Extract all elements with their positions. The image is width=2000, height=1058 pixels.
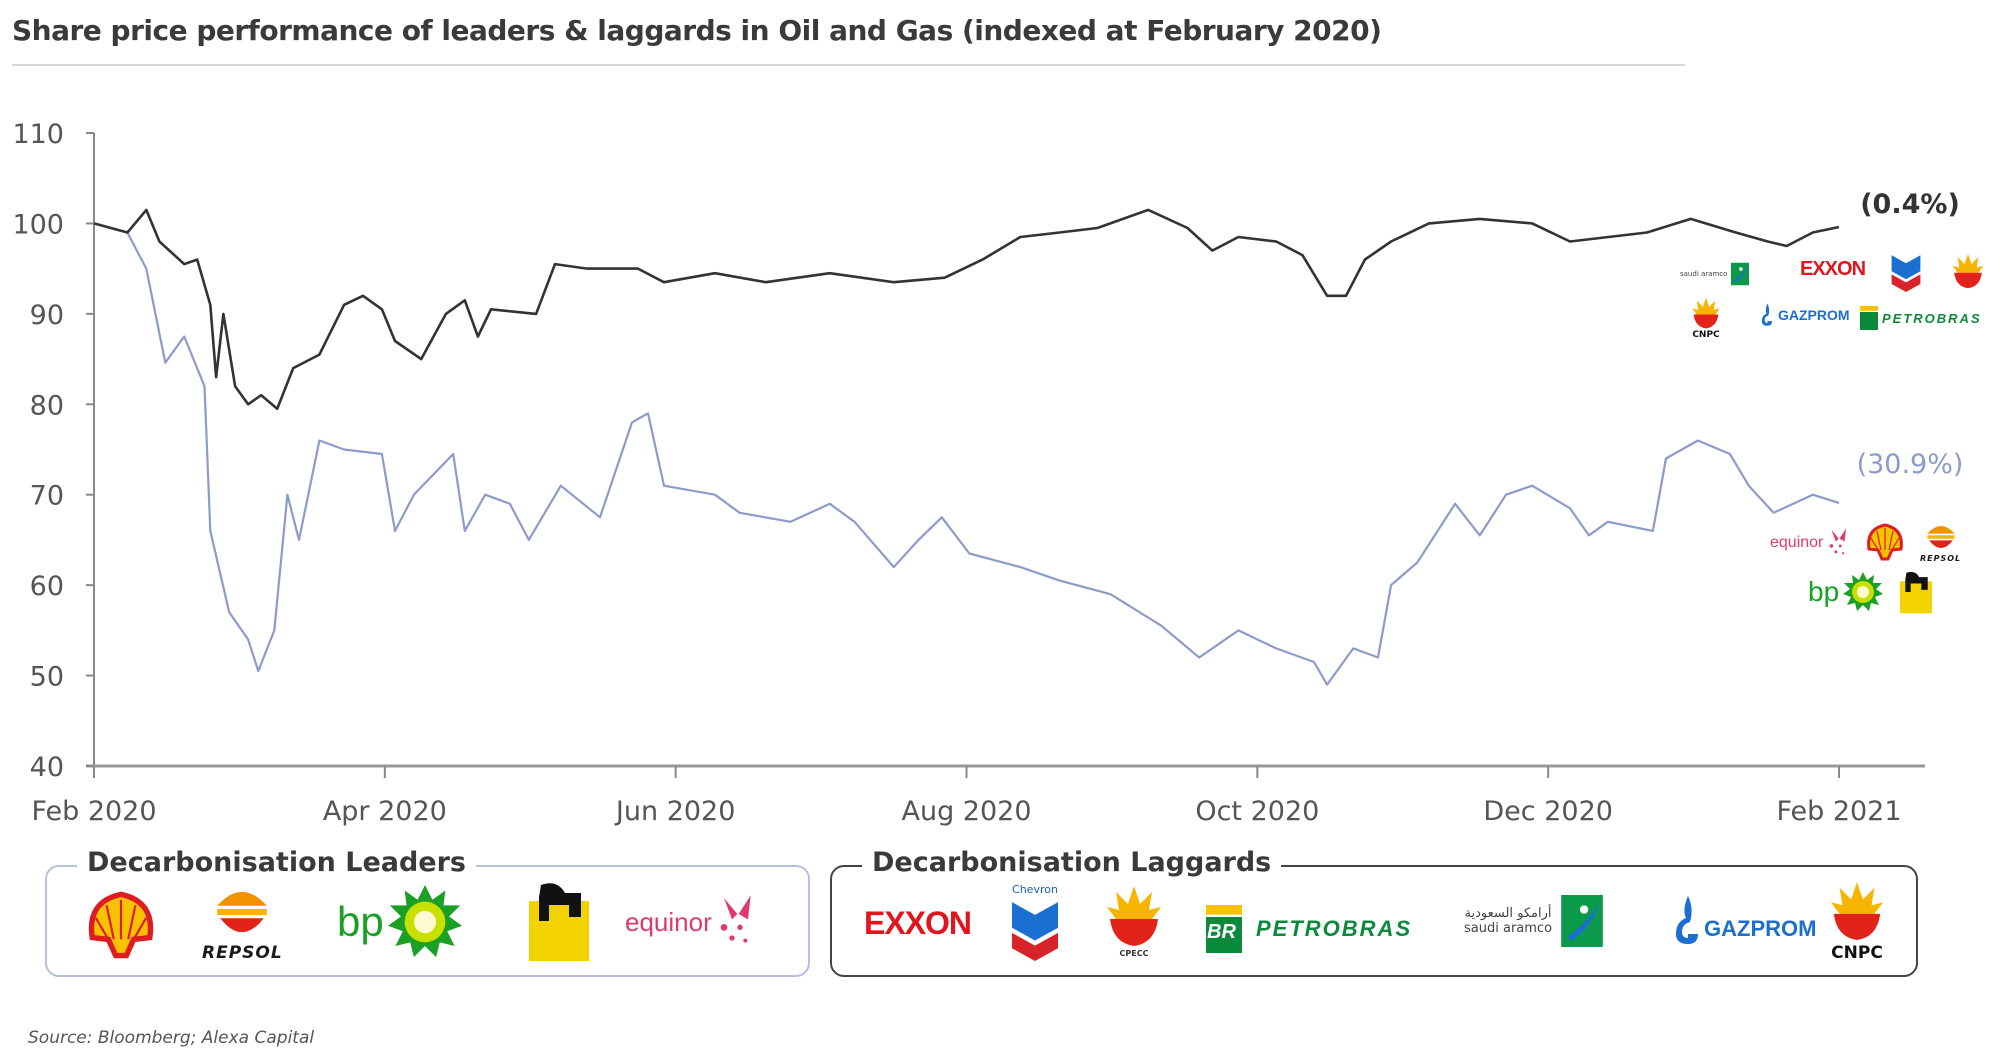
aramco-icon <box>1560 895 1604 947</box>
equinor-icon <box>1827 528 1849 558</box>
aramco-mini-logo: saudi aramco <box>1680 262 1749 286</box>
leaders-end-label: (30.9%) <box>1857 449 1964 480</box>
gazprom-icon <box>1760 300 1774 330</box>
repsol-wordmark: REPSOL <box>202 943 283 963</box>
laggards-end-label: (0.4%) <box>1860 189 1960 220</box>
x-tick-label: Dec 2020 <box>1483 796 1613 827</box>
leaders-legend-box: Decarbonisation Leaders REPSOL bp equino… <box>45 847 810 977</box>
cpecc-wordmark: CPECC <box>1119 949 1149 958</box>
cnpc-mini-logo-2: CNPC <box>1690 296 1722 340</box>
exxon-wordmark: EXXON <box>864 905 972 941</box>
y-tick-label: 110 <box>12 119 64 150</box>
end-labels: (0.4%) (30.9%) <box>1857 189 1964 480</box>
bp-logo: bp <box>337 885 462 959</box>
x-tick-label: Oct 2020 <box>1195 796 1319 827</box>
laggards-legend-box: Decarbonisation Laggards EXXON Chevron C… <box>830 847 1918 977</box>
leaders-series-line <box>93 222 1840 686</box>
repsol-logo: REPSOL <box>202 881 283 963</box>
cpecc-icon <box>1104 883 1164 949</box>
cnpc-logo: CNPC <box>1828 879 1886 963</box>
leaders-legend-title: Decarbonisation Leaders <box>77 847 477 878</box>
chevron-logo: Chevron <box>1007 883 1063 961</box>
bp-mini-logo: bp <box>1808 572 1883 612</box>
aramco-wordmark: saudi aramco <box>1464 921 1553 936</box>
aramco-icon <box>1731 262 1749 286</box>
petrobras-wordmark: PETROBRAS <box>1882 310 1982 326</box>
br-icon: BR <box>1202 905 1246 953</box>
cnpc-icon <box>1828 879 1886 943</box>
repsol-wordmark: REPSOL <box>1920 554 1962 563</box>
gazprom-wordmark: GAZPROM <box>1704 916 1817 941</box>
y-tick-label: 80 <box>30 390 64 421</box>
repsol-icon <box>1924 520 1958 554</box>
chevron-mini-logo <box>1890 252 1922 292</box>
equinor-wordmark: equinor <box>625 906 712 937</box>
petrobras-mini-logo: PETROBRAS <box>1860 306 1982 330</box>
shell-icon <box>82 889 160 961</box>
repsol-icon <box>209 881 275 943</box>
chevron-icon <box>1007 897 1063 961</box>
shell-logo <box>82 889 160 961</box>
y-tick-label: 100 <box>12 209 64 240</box>
y-tick-label: 90 <box>30 300 64 331</box>
aramco-wordmark: saudi aramco <box>1680 270 1728 278</box>
bp-helios-icon <box>1843 572 1883 612</box>
laggards-series-line <box>93 208 1840 411</box>
exxon-wordmark: EXXON <box>1800 258 1866 280</box>
equinor-icon <box>716 895 756 949</box>
x-tick-label: Apr 2020 <box>323 796 447 827</box>
gazprom-wordmark: GAZPROM <box>1778 307 1850 323</box>
cnpc-icon <box>1690 296 1722 330</box>
y-tick-label: 50 <box>30 662 64 693</box>
series-lines <box>93 208 1840 686</box>
shell-icon <box>1865 522 1905 562</box>
gazprom-mini-logo: GAZPROM <box>1760 300 1850 330</box>
axes: 40 50 60 70 80 90 100 110 Feb 2020 Apr 2020 Jun 20… <box>12 119 1925 827</box>
x-tick-label: Jun 2020 <box>614 796 735 827</box>
title-divider <box>12 64 1685 66</box>
y-tick-label: 40 <box>30 752 64 783</box>
gazprom-icon <box>1672 893 1702 949</box>
eni-logo <box>529 881 589 961</box>
y-tick-label: 60 <box>30 571 64 602</box>
eni-icon <box>1900 570 1932 614</box>
br-icon <box>1860 306 1878 330</box>
br-wordmark: BR <box>1207 921 1236 943</box>
exxon-mini-logo: EXXON <box>1800 258 1866 281</box>
saudi-aramco-logo: أرامكو السعودية saudi aramco <box>1464 895 1604 947</box>
gazprom-logo: GAZPROM <box>1672 893 1816 949</box>
equinor-logo: equinor <box>625 895 756 949</box>
bp-wordmark: bp <box>1808 576 1840 607</box>
cnpc-wordmark: CNPC <box>1692 330 1720 340</box>
cnpc-icon <box>1950 252 1986 290</box>
source-note: Source: Bloomberg; Alexa Capital <box>28 1028 315 1048</box>
cnpc-mini-logo-1 <box>1950 252 1986 290</box>
petrobras-wordmark: PETROBRAS <box>1256 916 1413 941</box>
equinor-mini-logo: equinor <box>1770 528 1849 558</box>
x-tick-label: Feb 2021 <box>1776 796 1901 827</box>
aramco-arabic-wordmark: أرامكو السعودية <box>1464 906 1552 921</box>
laggards-legend-title: Decarbonisation Laggards <box>862 847 1282 878</box>
shell-mini-logo <box>1865 522 1905 562</box>
eni-mini-logo <box>1900 570 1932 614</box>
cpecc-logo: CPECC <box>1104 883 1164 958</box>
aramco-wordmarks: أرامكو السعودية saudi aramco <box>1464 906 1552 936</box>
y-tick-label: 70 <box>30 481 64 512</box>
cnpc-wordmark: CNPC <box>1831 943 1883 963</box>
chevron-icon <box>1890 252 1922 292</box>
repsol-mini-logo: REPSOL <box>1920 520 1961 563</box>
x-tick-label: Aug 2020 <box>901 796 1031 827</box>
x-tick-label: Feb 2020 <box>31 796 156 827</box>
bp-helios-icon <box>388 885 462 959</box>
exxon-logo: EXXON <box>864 905 972 942</box>
chevron-wordmark: Chevron <box>1012 883 1058 896</box>
bp-wordmark: bp <box>337 898 384 945</box>
equinor-wordmark: equinor <box>1770 534 1824 551</box>
eni-icon <box>529 881 589 961</box>
line-chart: 40 50 60 70 80 90 100 110 Feb 2020 Apr 2020 Jun 20… <box>12 119 1964 827</box>
chart-title: Share price performance of leaders & lag… <box>12 14 1382 47</box>
petrobras-logo: BR PETROBRAS <box>1202 905 1412 953</box>
